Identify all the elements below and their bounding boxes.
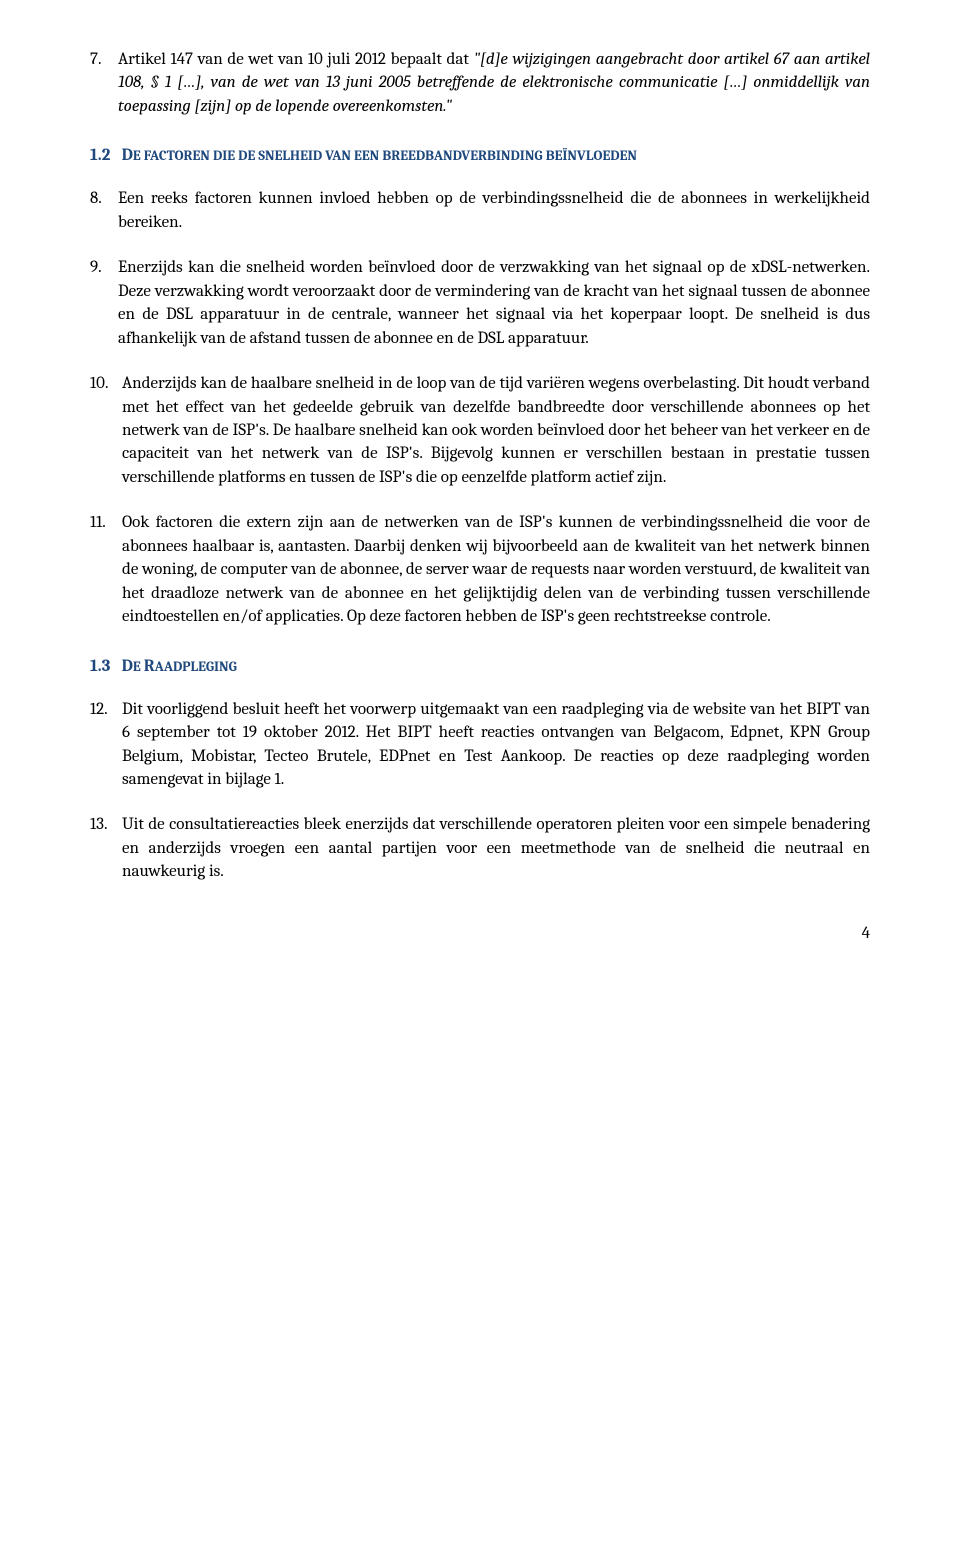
paragraph-8: 8. Een reeks factoren kunnen invloed heb…: [90, 187, 870, 234]
paragraph-number: 7.: [90, 48, 118, 118]
heading-number: 1.3: [90, 657, 110, 676]
paragraph-text: Artikel 147 van de wet van 10 juli 2012 …: [118, 50, 474, 69]
paragraph-content: Enerzijds kan die snelheid worden beïnvl…: [118, 256, 870, 350]
paragraph-12: 12. Dit voorliggend besluit heeft het vo…: [90, 698, 870, 792]
paragraph-9: 9. Enerzijds kan die snelheid worden beï…: [90, 256, 870, 350]
heading-rest: E FACTOREN DIE DE SNELHEID VAN EEN BREED…: [133, 147, 637, 164]
heading-rest: E: [133, 658, 144, 675]
paragraph-number: 12.: [90, 698, 122, 792]
paragraph-13: 13. Uit de consultatiereacties bleek ene…: [90, 813, 870, 883]
paragraph-number: 9.: [90, 256, 118, 350]
paragraph-number: 13.: [90, 813, 122, 883]
paragraph-content: Een reeks factoren kunnen invloed hebben…: [118, 187, 870, 234]
heading-rest2: AADPLEGING: [155, 658, 237, 675]
paragraph-11: 11. Ook factoren die extern zijn aan de …: [90, 511, 870, 628]
paragraph-number: 8.: [90, 187, 118, 234]
heading-prefix: D: [122, 657, 133, 676]
paragraph-10: 10. Anderzijds kan de haalbare snelheid …: [90, 372, 870, 489]
heading-prefix2: R: [144, 657, 155, 676]
paragraph-7: 7. Artikel 147 van de wet van 10 juli 20…: [90, 48, 870, 118]
paragraph-number: 10.: [90, 372, 122, 489]
heading-number: 1.2: [90, 146, 110, 165]
page-number: 4: [90, 924, 870, 943]
paragraph-content: Dit voorliggend besluit heeft het voorwe…: [122, 698, 870, 792]
paragraph-content: Anderzijds kan de haalbare snelheid in d…: [122, 372, 870, 489]
section-heading-1-3: 1.3 DE RAADPLEGING: [90, 657, 870, 676]
heading-prefix: D: [122, 146, 133, 165]
paragraph-content: Artikel 147 van de wet van 10 juli 2012 …: [118, 48, 870, 118]
paragraph-number: 11.: [90, 511, 122, 628]
page-container: 7. Artikel 147 van de wet van 10 juli 20…: [0, 0, 960, 991]
paragraph-content: Ook factoren die extern zijn aan de netw…: [122, 511, 870, 628]
section-heading-1-2: 1.2 DE FACTOREN DIE DE SNELHEID VAN EEN …: [90, 146, 870, 165]
paragraph-content: Uit de consultatiereacties bleek enerzij…: [122, 813, 870, 883]
